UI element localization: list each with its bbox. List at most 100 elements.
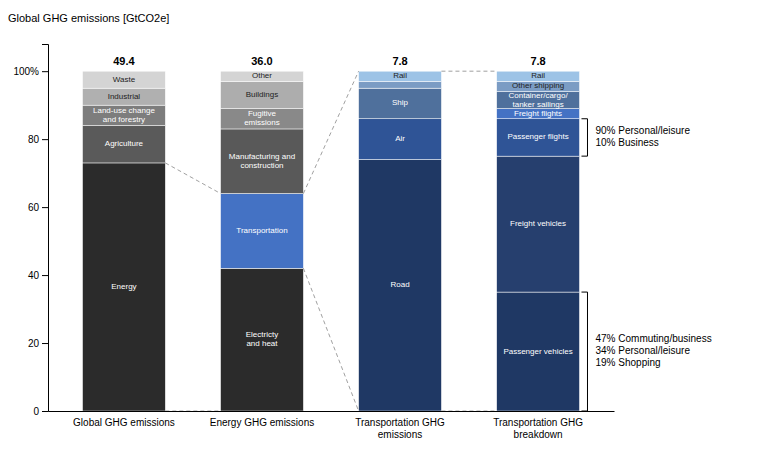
y-tick-mark bbox=[42, 411, 48, 412]
bracket-label: 47% Commuting/business bbox=[595, 333, 711, 344]
total-label: 49.4 bbox=[113, 55, 135, 67]
bracket-cap bbox=[581, 411, 587, 412]
x-tick-label: Global GHG emissions bbox=[73, 417, 175, 428]
segment-label: Other bbox=[252, 71, 272, 80]
bar-segment bbox=[497, 119, 580, 156]
bar-segment bbox=[221, 194, 304, 269]
segment-label-line: Air bbox=[395, 134, 405, 143]
segment-label-line: Ship bbox=[392, 99, 409, 108]
x-tick-label-line: Transportation GHG bbox=[493, 417, 583, 428]
connector bbox=[441, 71, 496, 72]
connector bbox=[303, 268, 358, 411]
segment-label-line: emissions bbox=[244, 118, 280, 127]
bar-segment bbox=[359, 119, 442, 160]
bar-segment bbox=[83, 126, 166, 163]
bar-segment bbox=[221, 81, 304, 108]
y-tick-label: 40 bbox=[28, 270, 40, 281]
segment-label: Freight vehicles bbox=[510, 219, 566, 228]
bar-segment bbox=[83, 71, 166, 88]
x-tick-label: Transportation GHGbreakdown bbox=[493, 417, 583, 440]
segment-label: Industrial bbox=[108, 92, 141, 101]
segment-label-line: Container/cargo/ bbox=[508, 91, 568, 100]
bar-segment bbox=[221, 71, 304, 81]
y-tick: 80 bbox=[28, 134, 48, 145]
totals: 49.4 36.0 7.8 7.8 bbox=[113, 55, 546, 67]
y-tick: 40 bbox=[28, 270, 48, 281]
segment-label: Transportation bbox=[236, 226, 287, 235]
segment-labels: EnergyAgricultureLand-use changeand fore… bbox=[93, 71, 573, 355]
segment-label: Ship bbox=[392, 99, 409, 108]
brackets: 90% Personal/leisure10% Business47% Comm… bbox=[581, 119, 711, 411]
bar-segment bbox=[497, 156, 580, 292]
y-tick-mark bbox=[42, 139, 48, 140]
bar-segment bbox=[221, 268, 304, 411]
bracket-cap bbox=[581, 156, 587, 157]
bar-segment bbox=[359, 71, 442, 81]
bracket-label: 19% Shopping bbox=[595, 357, 660, 368]
x-axis-line bbox=[49, 411, 615, 412]
segment-label: Other shipping bbox=[512, 82, 564, 91]
bar-segment bbox=[497, 92, 580, 109]
total-label: 36.0 bbox=[251, 55, 272, 67]
total-label: 7.8 bbox=[392, 55, 407, 67]
segment-label-line: Other shipping bbox=[512, 82, 564, 91]
segment-label-line: Energy bbox=[111, 282, 136, 291]
x-axis: Global GHG emissions Energy GHG emissions… bbox=[49, 412, 615, 440]
segment-label: Fugitiveemissions bbox=[244, 109, 280, 127]
segment-label-line: Passenger vehicles bbox=[503, 347, 572, 356]
y-axis-line bbox=[42, 45, 49, 412]
bar-segment bbox=[359, 160, 442, 411]
y-tick: 60 bbox=[28, 202, 48, 213]
x-tick-label-line: Energy GHG emissions bbox=[210, 417, 314, 428]
bar-segment bbox=[83, 88, 166, 105]
segment-label: Road bbox=[390, 280, 409, 289]
total-label: 7.8 bbox=[530, 55, 545, 67]
y-tick: 100% bbox=[13, 66, 48, 77]
connector bbox=[303, 71, 358, 193]
bar-segment bbox=[497, 292, 580, 411]
y-tick-label: 0 bbox=[33, 406, 39, 417]
y-tick-mark bbox=[42, 343, 48, 344]
segment-label-line: Rail bbox=[531, 71, 545, 80]
segment-label-line: Rail bbox=[393, 71, 407, 80]
segment-label: Agriculture bbox=[105, 139, 144, 148]
y-tick-mark bbox=[42, 207, 48, 208]
bracket-line bbox=[587, 119, 588, 156]
connector bbox=[165, 411, 220, 412]
x-tick: Transportation GHGbreakdown bbox=[493, 417, 583, 440]
segment-label-line: construction bbox=[240, 161, 283, 170]
segment-label: Passenger vehicles bbox=[503, 347, 572, 356]
plot: 0 20 40 60 80 100% Global GHG emissions Energy … bbox=[13, 45, 711, 440]
x-tick: Transportation GHGemissions bbox=[355, 417, 445, 440]
bar-segment bbox=[359, 81, 442, 88]
bar-segment bbox=[83, 163, 166, 411]
segment-label-line: Industrial bbox=[108, 92, 141, 101]
y-tick-label: 60 bbox=[28, 202, 40, 213]
x-tick-label: Transportation GHGemissions bbox=[355, 417, 445, 440]
bracket-label: 34% Personal/leisure bbox=[595, 345, 690, 356]
x-tick-label-line: Transportation GHG bbox=[355, 417, 445, 428]
y-axis-title: Global GHG emissions [GtCO2e] bbox=[8, 12, 169, 24]
segment-label-line: Manufacturing and bbox=[229, 152, 295, 161]
segment-label: Rail bbox=[393, 71, 407, 80]
segment-label-line: Road bbox=[390, 280, 409, 289]
segment-label-line: Passenger flights bbox=[507, 133, 568, 142]
y-tick-label: 80 bbox=[28, 134, 40, 145]
bar-segment bbox=[497, 71, 580, 81]
bracket-line bbox=[587, 292, 588, 411]
y-tick-label: 20 bbox=[28, 338, 40, 349]
marks bbox=[83, 71, 580, 411]
segment-label-line: and forestry bbox=[103, 115, 145, 124]
segment-label: Manufacturing andconstruction bbox=[229, 152, 295, 170]
bar-segment bbox=[497, 109, 580, 119]
segment-label-line: Freight flights bbox=[514, 109, 562, 118]
bracket-label: 90% Personal/leisure bbox=[595, 125, 690, 136]
chart: 0 20 40 60 80 100% Global GHG emissions Energy … bbox=[0, 0, 764, 463]
segment-label: Buildings bbox=[246, 90, 278, 99]
segment-label: Waste bbox=[113, 75, 136, 84]
y-tick-label: 100% bbox=[13, 66, 39, 77]
segment-label-line: Agriculture bbox=[105, 139, 144, 148]
segment-label: Energy bbox=[111, 282, 136, 291]
connector bbox=[165, 163, 220, 194]
bar-segment bbox=[221, 129, 304, 194]
